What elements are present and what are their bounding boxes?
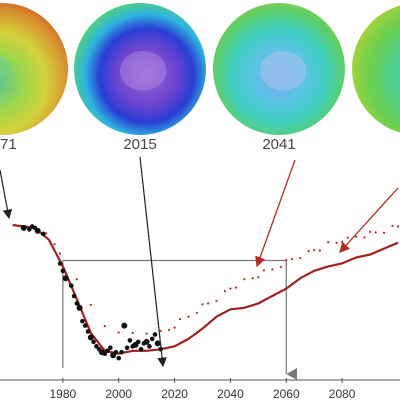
modeled-point [215,299,218,303]
observed-point [105,348,110,354]
modeled-point [206,302,210,305]
modeled-point [374,231,377,234]
trend-line [12,223,399,355]
globe-label-2015: 2015 [123,136,157,153]
modeled-point [145,332,148,335]
x-tick-label-2060: 2060 [273,387,300,400]
x-tick-label-2040: 2040 [217,387,244,400]
globe-label-2041: 2041 [262,136,296,153]
modeled-point [327,241,330,244]
modeled-point [195,311,199,314]
modeled-point [391,224,394,228]
modeled-point [299,256,302,260]
observed-point [71,293,77,299]
observed-point [113,349,119,355]
globe-4 [352,5,400,133]
observed-point [116,355,122,361]
modeled-point [201,303,204,306]
globe-1971 [0,3,68,135]
observed-point [68,283,74,288]
modeled-point [271,268,274,271]
observed-point [102,351,108,357]
x-tick-label-1980: 1980 [50,387,77,400]
observed-point [60,268,66,274]
modeled-point [131,331,134,335]
observed-point [57,261,63,266]
globe-2041 [213,3,345,135]
observed-point [87,334,94,341]
modeled-point [167,328,171,332]
observed-point [20,224,27,231]
modeled-point [257,276,260,279]
arrow-2015 [139,156,167,368]
arrow-2041 [255,159,296,268]
modeled-point [262,269,266,272]
modeled-point [368,230,372,233]
observed-point [121,322,128,329]
observed-point [152,332,158,337]
modeled-point [187,315,190,318]
modeled-point [234,286,238,289]
modeled-point [89,303,92,306]
modeled-point [229,287,232,290]
arrow-1971 [0,169,13,220]
modeled-point [75,278,78,281]
modeled-point [159,329,162,333]
observed-point [138,346,144,352]
observed-point [127,338,133,343]
observed-point [82,323,88,328]
ozone-chart: 1980 2000 2020 2040 2060 2080 [0,156,400,400]
observed-point [149,336,155,342]
observed-point [27,227,32,232]
modeled-point [103,325,106,328]
observed-point [94,344,99,349]
observed-point [76,304,83,311]
modeled-point [285,258,288,262]
modeled-point [382,231,386,234]
observed-point [143,338,150,345]
modeled-point [363,236,366,239]
observed-point [124,345,130,351]
modeled-point [346,236,349,239]
x-tick-label-2080: 2080 [329,387,356,400]
observed-point [74,301,80,306]
modeled-point [179,318,182,321]
modeled-point [318,249,321,252]
observed-point [34,227,41,234]
modeled-point [341,240,344,243]
modeled-point [58,252,62,255]
observed-point [108,345,113,351]
observed-point [154,340,161,347]
x-tick-label-2000: 2000 [105,387,132,400]
observed-point [80,318,85,324]
observed-point [62,275,69,282]
modeled-point [290,257,293,261]
observed-point [85,329,91,334]
modeled-point [313,249,316,252]
modeled-point [251,277,254,280]
modeled-point [53,243,56,246]
observed-point [147,344,152,349]
observed-point [91,339,96,345]
observed-point [41,231,46,237]
modeled-point [355,235,358,238]
globe-label-1971: 1971 [0,136,17,153]
modeled-point [279,265,282,269]
globe-2015 [74,3,206,135]
modeled-point [307,249,310,253]
modeled-point [396,225,400,228]
x-tick-label-2020: 2020 [161,387,188,400]
modeled-point [335,241,338,244]
modeled-point [223,289,226,293]
observed-point [135,339,141,345]
arrow-globe-4 [339,187,399,253]
modeled-point [117,331,120,334]
modeled-point [173,326,176,329]
observed-point [119,349,124,355]
modeled-point [243,278,246,281]
